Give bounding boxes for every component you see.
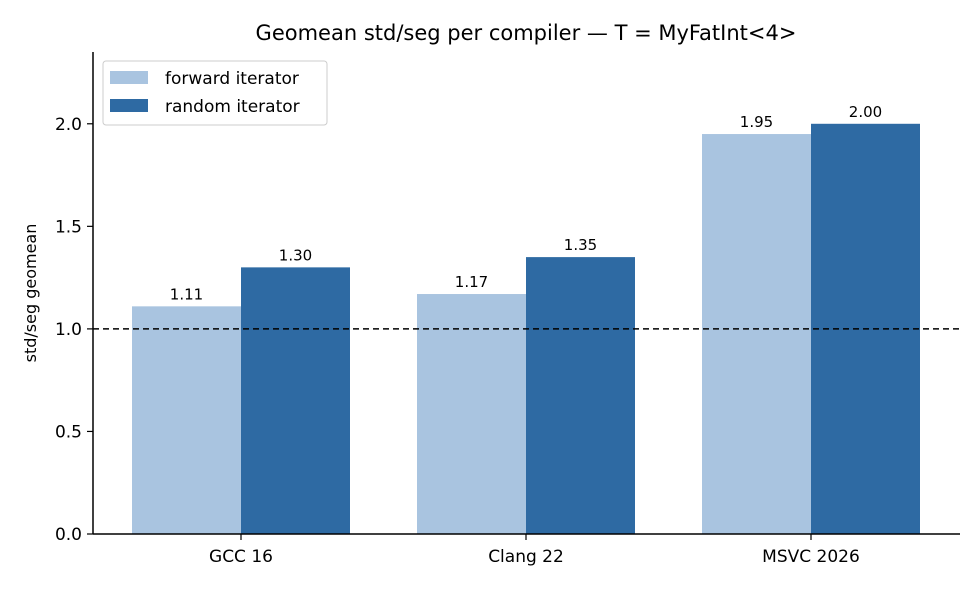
y-tick-label-3: 1.5 [55,217,82,237]
bar-forward-2 [702,134,811,535]
value-label-random-2: 2.00 [849,103,882,121]
legend-swatch-random [110,99,148,112]
value-label-random-1: 1.35 [564,236,597,254]
x-tick-label-0: GCC 16 [209,547,273,567]
legend-swatch-forward [110,71,148,84]
legend-frame [102,60,328,126]
value-label-forward-1: 1.17 [455,273,488,291]
legend-label-random: random iterator [165,97,300,117]
y-ticks-group: 0.0 0.5 1.0 1.5 2.0 [55,115,93,545]
y-tick-label-0: 0.0 [55,525,82,545]
legend: forward iterator random iterator [102,60,328,126]
chart-title: Geomean std/seg per compiler — T = MyFat… [256,21,797,45]
legend-label-forward: forward iterator [165,69,299,89]
bar-forward-1 [417,294,526,534]
x-tick-label-1: Clang 22 [488,547,564,567]
y-tick-label-4: 2.0 [55,115,82,135]
y-axis-label: std/seg geomean [21,224,40,363]
value-label-forward-0: 1.11 [170,285,203,303]
value-labels-group: 1.11 1.17 1.95 1.30 1.35 2.00 [170,103,882,304]
y-tick-label-2: 1.0 [55,320,82,340]
bar-random-0 [241,267,350,534]
x-tick-label-2: MSVC 2026 [762,547,860,567]
value-label-random-0: 1.30 [279,246,312,264]
y-tick-label-1: 0.5 [55,422,82,442]
bar-random-1 [526,257,635,534]
value-label-forward-2: 1.95 [740,113,773,131]
bar-forward-0 [132,306,241,534]
x-ticks-group: GCC 16 Clang 22 MSVC 2026 [209,534,860,567]
